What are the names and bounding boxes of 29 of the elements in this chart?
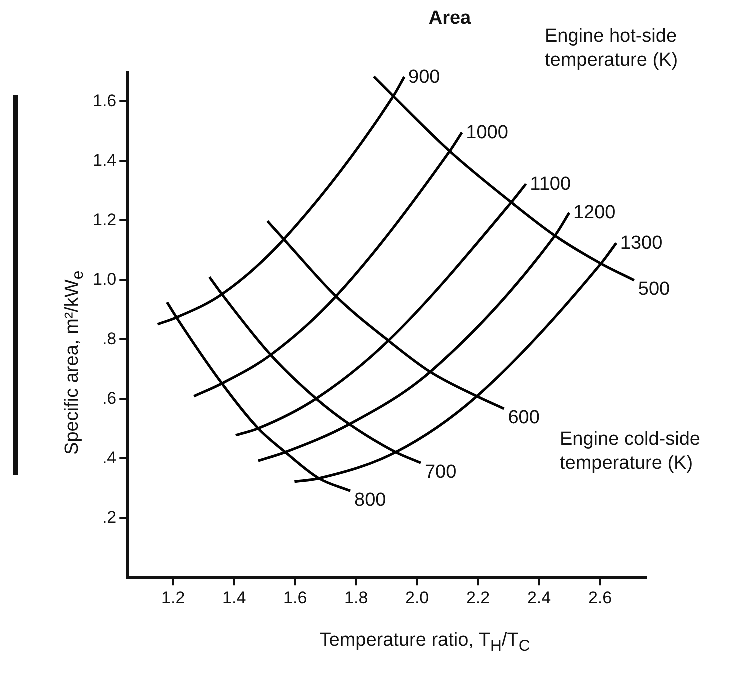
series-label: 1300 <box>620 233 663 254</box>
y-tick-label: 1.4 <box>92 150 117 170</box>
series-label: 900 <box>408 66 440 88</box>
y-tick-label: 1.2 <box>92 210 117 230</box>
series-label: 1200 <box>573 202 616 224</box>
series-label: 1100 <box>530 174 572 195</box>
y-tick-label: .8 <box>102 329 117 348</box>
x-tick-label: 1.8 <box>344 588 368 608</box>
y-tick-label: .6 <box>102 388 117 408</box>
x-tick-label: 2.2 <box>466 588 490 608</box>
x-tick-label: 2.6 <box>588 588 612 608</box>
series-label: 700 <box>424 462 457 483</box>
chart-title: Area <box>428 8 472 29</box>
x-tick-label: 1.6 <box>284 588 308 608</box>
series-label: 600 <box>508 408 540 429</box>
x-tick-label: 2.4 <box>527 588 552 608</box>
text: Engine hot-side temperature (K) <box>545 25 680 73</box>
x-tick-label: 1.2 <box>162 588 186 608</box>
y-tick-label: 1.6 <box>92 91 117 110</box>
x-tick-label: 1.4 <box>222 588 246 608</box>
y-tick-label: 1.0 <box>92 270 117 289</box>
series-label: 1000 <box>466 122 508 144</box>
series-label: 800 <box>354 490 386 511</box>
x-tick-label: 2.0 <box>405 588 430 608</box>
series-label: 500 <box>638 279 670 300</box>
annotation: Engine cold-side temperature (K) <box>560 428 702 476</box>
y-tick-label: .2 <box>102 508 117 527</box>
x-axis-title: Temperature ratio, T$_{H}$/T$_{C}$ <box>318 630 532 656</box>
y-tick-label: .4 <box>102 448 117 468</box>
